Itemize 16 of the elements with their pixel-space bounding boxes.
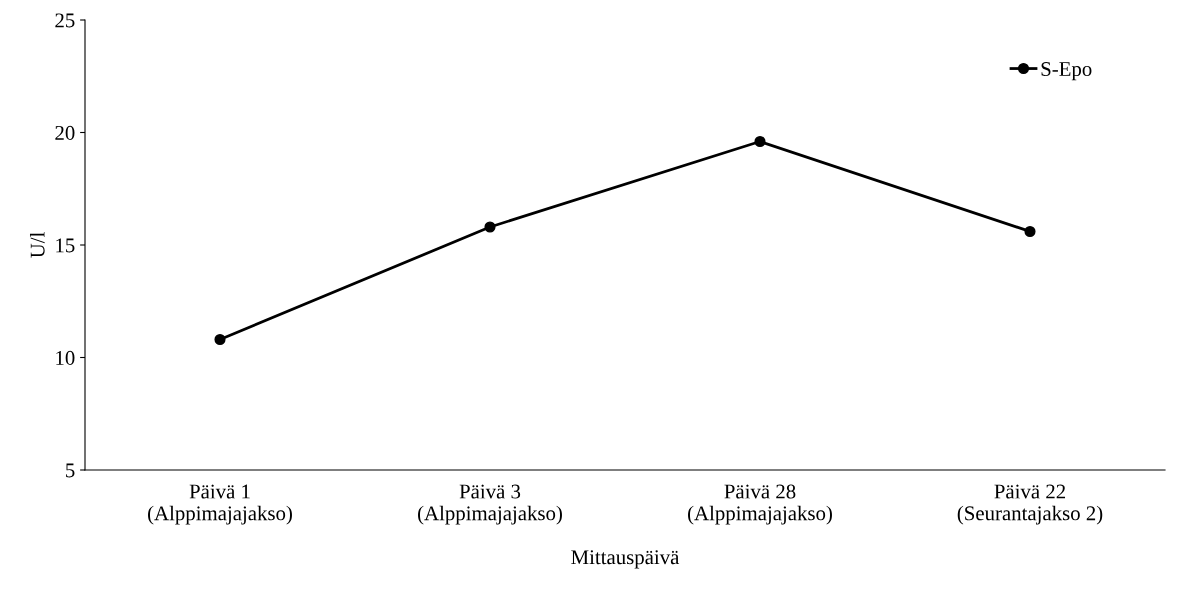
point [1024,225,1036,238]
y-axis-title: U/l [30,232,45,258]
point [214,333,226,346]
x-tick-label: Päivä 1 (Alppimajajakso) [148,484,292,525]
legend-label: S-Epo [1041,62,1092,81]
x-tick-label: Päivä 3 (Alppimajajakso) [418,484,562,525]
x-tick-label: Päivä 22 (Seurantajakso 2) [957,484,1103,525]
y-tick-label: 25 [55,13,75,28]
point [484,221,496,233]
y-tick-label: 20 [55,125,75,140]
y-tick-label: 10 [56,350,75,365]
y-tick-label: 5 [66,463,75,478]
x-axis-title: Mittauspäivä [571,550,680,569]
y-tick-label: 15 [56,238,75,253]
x-tick-label: Päivä 28 (Alppimajajakso) [688,484,832,525]
point [754,135,766,148]
